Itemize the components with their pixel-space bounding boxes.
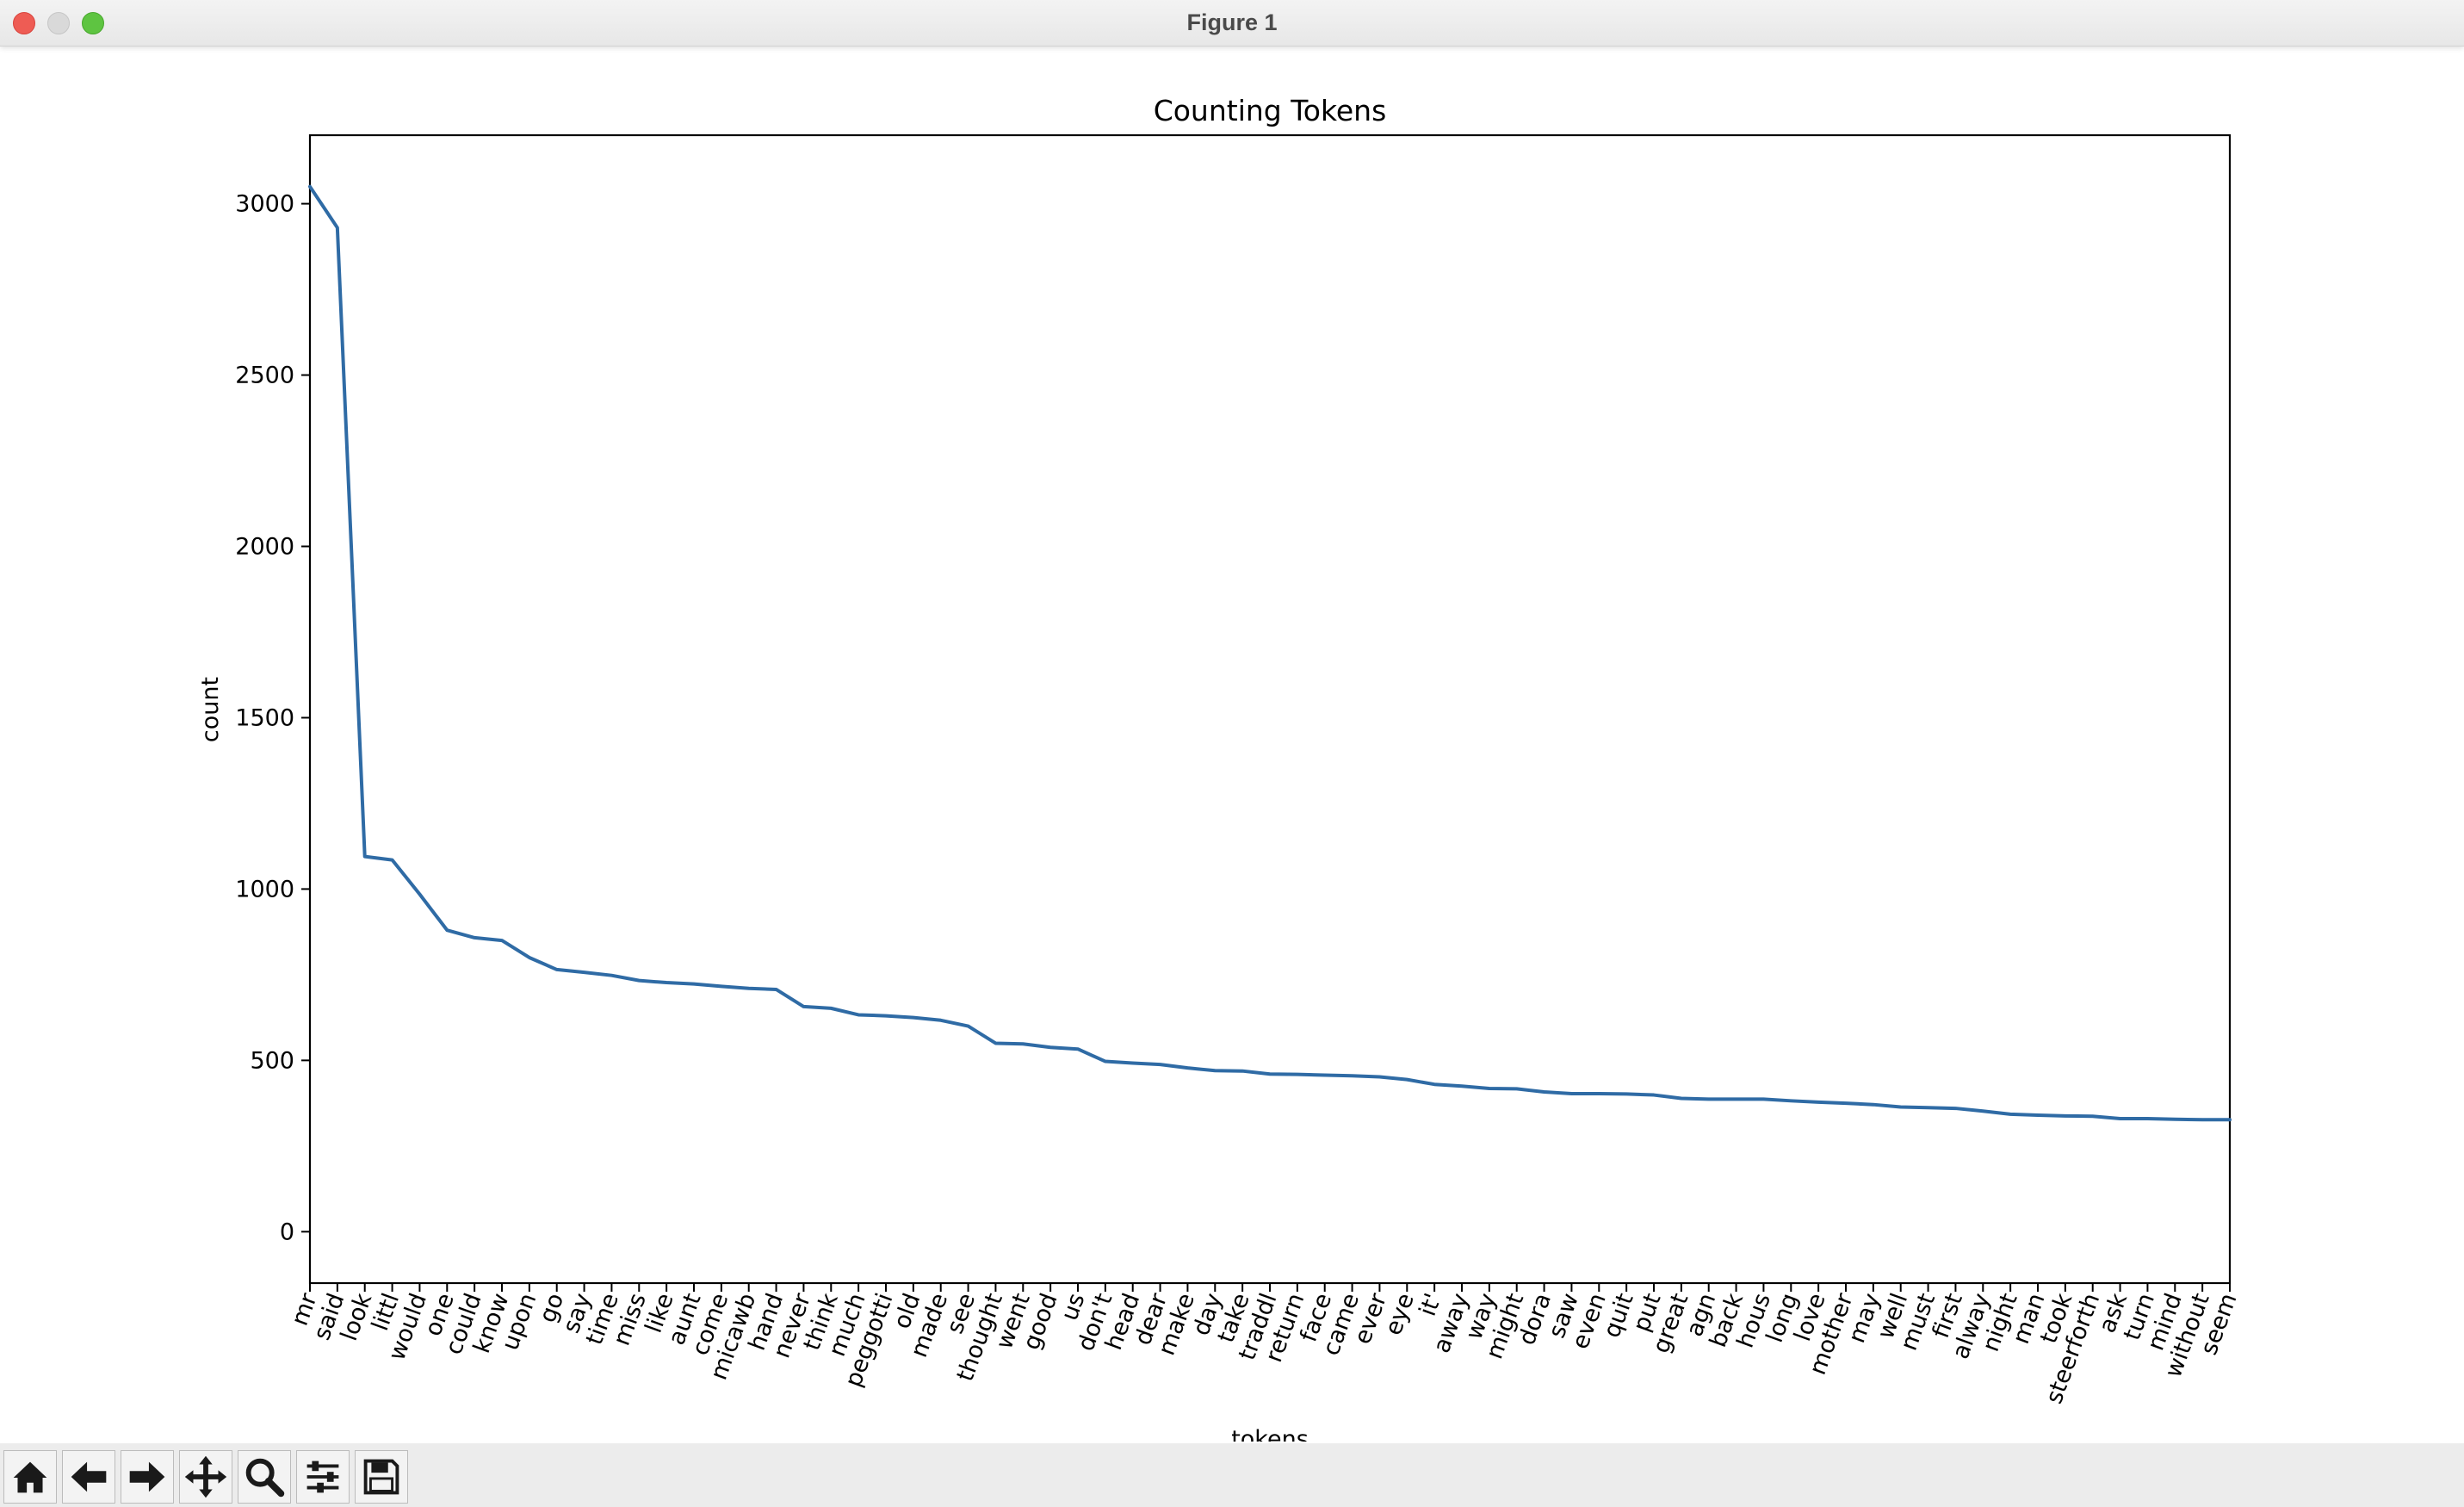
sliders-icon xyxy=(306,1460,339,1493)
close-window-button[interactable] xyxy=(13,12,35,34)
home-icon xyxy=(13,1461,47,1493)
forward-button[interactable] xyxy=(121,1450,174,1504)
zoom-button[interactable] xyxy=(238,1450,291,1504)
y-tick-label: 1500 xyxy=(235,704,294,731)
window-titlebar: Figure 1 xyxy=(0,0,2464,47)
pan-button[interactable] xyxy=(179,1450,232,1504)
window-title: Figure 1 xyxy=(1186,9,1278,35)
y-tick-label: 2000 xyxy=(235,533,294,560)
configure-subplots-button[interactable] xyxy=(296,1450,350,1504)
y-axis: 0 500 1000 1500 2000 2500 3000 xyxy=(235,191,310,1245)
floppy-disk-icon xyxy=(363,1459,399,1495)
magnifier-icon xyxy=(245,1458,285,1498)
back-button[interactable] xyxy=(62,1450,115,1504)
maximize-window-button[interactable] xyxy=(82,12,104,34)
arrow-left-icon xyxy=(71,1461,107,1492)
y-tick-label: 0 xyxy=(280,1219,294,1245)
figure-canvas: 0 500 1000 1500 2000 2500 3000 mrsaidlooklittl… xyxy=(197,94,2243,1442)
x-axis-label: tokens xyxy=(1231,1426,1309,1442)
y-tick-label: 1000 xyxy=(235,876,294,902)
y-axis-label: count xyxy=(197,677,224,742)
series-line xyxy=(308,184,2232,1122)
y-tick-label: 3000 xyxy=(235,191,294,218)
y-tick-label: 500 xyxy=(250,1047,294,1074)
save-button[interactable] xyxy=(355,1450,408,1504)
y-tick-label: 2500 xyxy=(235,363,294,389)
navigation-toolbar xyxy=(0,1443,2464,1507)
home-button[interactable] xyxy=(3,1450,57,1504)
x-axis: mrsaidlooklittlwouldonecouldknowupongosa… xyxy=(287,1283,2243,1407)
plot-area xyxy=(308,133,2232,1285)
minimize-window-button[interactable] xyxy=(47,12,70,34)
move-icon xyxy=(184,1455,227,1498)
chart-title: Counting Tokens xyxy=(1154,94,1387,127)
arrow-right-icon xyxy=(129,1461,165,1492)
